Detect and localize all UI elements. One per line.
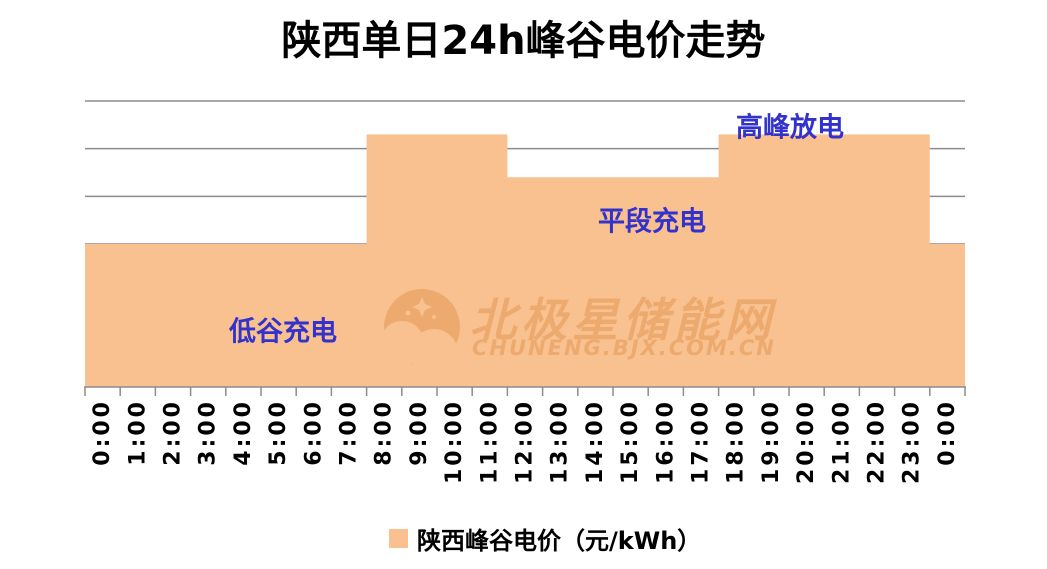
legend: 陕西峰谷电价（元/kWh）: [389, 521, 701, 556]
x-axis-label: 9:00: [407, 399, 432, 466]
x-axis-label: 22:00: [865, 399, 890, 484]
x-axis-label: 19:00: [759, 399, 784, 484]
x-axis-label: 4:00: [231, 399, 256, 466]
x-axis-label: 20:00: [794, 399, 819, 484]
price-area-series: [85, 134, 965, 387]
x-axis-label: 10:00: [442, 399, 467, 484]
x-axis-label: 17:00: [689, 399, 714, 484]
x-axis-label: 3:00: [196, 399, 221, 466]
x-axis-label: 7:00: [337, 399, 362, 466]
x-axis-label: 1:00: [125, 399, 150, 466]
x-axis-label: 15:00: [618, 399, 643, 484]
chart-title: 陕西单日24h峰谷电价走势: [281, 18, 766, 64]
x-axis-label: 13:00: [548, 399, 573, 484]
legend-label: 陕西峰谷电价（元/kWh）: [417, 527, 702, 555]
x-axis-label: 11:00: [477, 399, 502, 484]
x-axis-label: 2:00: [161, 399, 186, 466]
x-axis-label: 18:00: [724, 399, 749, 484]
x-axis-label: 0:00: [90, 399, 115, 466]
x-axis-label: 5:00: [266, 399, 291, 466]
x-axis-label: 14:00: [583, 399, 608, 484]
chart-annotation: 平段充电: [598, 206, 706, 238]
x-axis-label: 8:00: [372, 399, 397, 466]
x-axis-label: 23:00: [900, 399, 925, 484]
chart-annotation: 高峰放电: [736, 112, 844, 144]
x-axis-label: 21:00: [829, 399, 854, 484]
x-axis-label: 12:00: [513, 399, 538, 484]
x-axis-label: 0:00: [935, 399, 960, 466]
legend-marker: [389, 529, 408, 548]
x-axis-label: 16:00: [653, 399, 678, 484]
chart-annotation: 低谷充电: [229, 316, 337, 348]
x-axis-label: 6:00: [301, 399, 326, 466]
